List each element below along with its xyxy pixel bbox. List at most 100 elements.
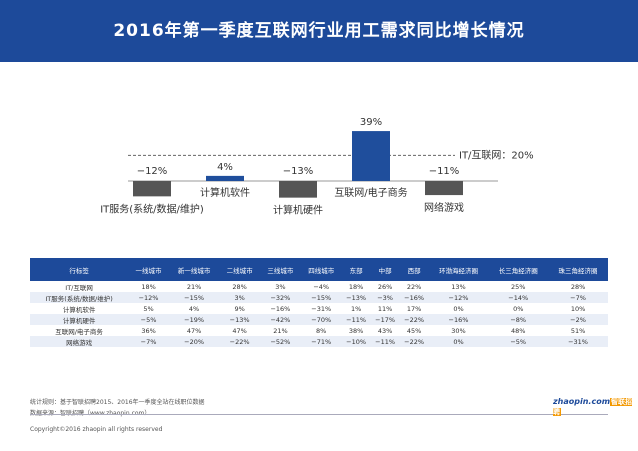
copyright: Copyright©2016 zhaopin all rights reserv…: [30, 426, 163, 433]
table-cell: −2%: [548, 314, 608, 325]
table-cell: 26%: [377, 282, 393, 291]
table-cell: −10%: [341, 336, 371, 347]
row-label: 互联网/电子商务: [55, 327, 103, 336]
table-cell: 21%: [273, 326, 288, 335]
divider: [30, 414, 608, 415]
title: 2016年第一季度互联网行业用工需求同比增长情况: [0, 0, 638, 62]
table-cell: −22%: [399, 314, 429, 325]
table-cell: 48%: [511, 326, 526, 335]
table-cell: 1%: [350, 304, 362, 313]
table-cell: 3%: [275, 282, 286, 291]
table-cell: 28%: [570, 282, 586, 291]
data-table: 行标签 一线城市 新一线城市 二线城市 三线城市 四线城市 东部 中部 西部 环渤海经济圈 长三角经…: [30, 258, 608, 347]
column-header: 中部: [370, 258, 400, 281]
table-cell: 18%: [141, 282, 156, 291]
row-label: 网络游戏: [30, 336, 129, 347]
category-label: 计算机软件: [200, 186, 250, 199]
table-cell: −16%: [270, 304, 291, 313]
table-cell: 13%: [451, 282, 466, 291]
column-header: 珠三角经济圈: [548, 258, 608, 281]
value-label: 39%: [360, 117, 382, 128]
logo-en: zhaopin.com: [553, 397, 611, 406]
reference-label: IT/互联网：20%: [459, 149, 534, 161]
row-label: IT服务(系统/数据/维护): [30, 292, 129, 303]
table-row: 计算机软件 5% 4% 9% −16% −31% 1% 11% 17% 0% 0% 10%: [30, 303, 608, 314]
table-cell: −3%: [370, 292, 400, 303]
value-label: 4%: [217, 162, 233, 173]
bar: [425, 181, 463, 196]
bar: [279, 181, 317, 198]
table-cell: 36%: [141, 326, 156, 335]
category-label: 互联网/电子商务: [334, 186, 407, 199]
column-header: 环渤海经济圈: [428, 258, 489, 281]
column-header: 一线城市: [128, 258, 169, 281]
table-cell: 45%: [406, 326, 422, 335]
table-cell: 22%: [406, 282, 422, 291]
row-label: IT/互联网: [65, 283, 93, 292]
row-label: 计算机硬件: [30, 314, 129, 325]
chart: IT/互联网：20% −12% IT服务(系统/数据/维护) 4% 计算机软件 −13% 计…: [100, 117, 534, 217]
column-header: 四线城市: [300, 258, 342, 281]
table-cell: 47%: [186, 326, 202, 335]
column-header: 三线城市: [260, 258, 301, 281]
table-cell: −22%: [219, 336, 261, 347]
table-cell: −32%: [260, 292, 301, 303]
bar: [133, 181, 171, 197]
column-header: 行标签: [30, 258, 129, 281]
table-row: 互联网/电子商务 36% 47% 47% 21% 8% 38% 43% 45% 30% 48% 51%: [30, 325, 608, 336]
table-cell: −11%: [341, 314, 371, 325]
column-header: 新一线城市: [168, 258, 220, 281]
table-cell: −17%: [370, 314, 400, 325]
table-cell: −19%: [168, 314, 220, 325]
table-cell: −5%: [128, 314, 169, 325]
table-cell: 43%: [377, 326, 393, 335]
table-cell: −7%: [548, 292, 608, 303]
table-cell: −71%: [300, 336, 342, 347]
table-cell: 17%: [406, 304, 422, 313]
table-cell: −11%: [370, 336, 400, 347]
table-cell: −31%: [311, 304, 332, 313]
table-cell: −15%: [300, 292, 342, 303]
table-cell: 51%: [570, 326, 586, 335]
value-label: −12%: [137, 166, 168, 177]
table-row: 网络游戏 −7% −20% −22% −52% −71% −10% −11% −22% 0% −5%…: [30, 336, 608, 347]
category-label: 计算机硬件: [273, 204, 323, 217]
table-cell: 47%: [232, 326, 247, 335]
table-cell: 30%: [451, 326, 466, 335]
table-cell: 5%: [143, 304, 154, 313]
table-cell: 0%: [513, 304, 524, 313]
logo: zhaopin.com智联招聘: [553, 397, 638, 417]
table-cell: −42%: [260, 314, 301, 325]
table-cell: 3%: [219, 292, 261, 303]
table-row: IT服务(系统/数据/维护) −12% −15% 3% −32% −15% −13% −3% −…: [30, 292, 608, 303]
table-cell: −52%: [260, 336, 301, 347]
column-header: 东部: [341, 258, 371, 281]
source-note: 数据来源：智联招聘（www.zhaopin.com）: [30, 408, 150, 417]
table-cell: 0%: [428, 336, 489, 347]
table-cell: 38%: [348, 326, 364, 335]
table-cell: 21%: [186, 282, 202, 291]
table-cell: −13%: [341, 292, 371, 303]
rule-note: 统计规则：基于智联招聘2015、2016年一季度全站在线职位数据: [30, 399, 205, 406]
table-cell: 0%: [453, 304, 464, 313]
table-cell: −15%: [168, 292, 220, 303]
table-cell: −22%: [399, 336, 429, 347]
table-cell: −12%: [428, 292, 489, 303]
category-label: 网络游戏: [424, 201, 464, 214]
table-row: IT/互联网 18% 21% 28% 3% −4% 18% 26% 22% 13% 25% 28%: [30, 281, 608, 292]
table-cell: −16%: [399, 292, 429, 303]
table-cell: −4%: [313, 282, 330, 291]
table-cell: 9%: [234, 304, 245, 313]
bar: [352, 131, 390, 181]
row-label: 计算机软件: [62, 305, 96, 314]
bar: [206, 175, 244, 181]
value-label: −13%: [283, 166, 314, 177]
table-cell: −16%: [428, 314, 489, 325]
table-cell: 18%: [348, 282, 364, 291]
table-cell: 28%: [232, 282, 247, 291]
column-header: 二线城市: [219, 258, 261, 281]
table-cell: 25%: [511, 282, 526, 291]
table-cell: −20%: [168, 336, 220, 347]
table-cell: −5%: [488, 336, 549, 347]
